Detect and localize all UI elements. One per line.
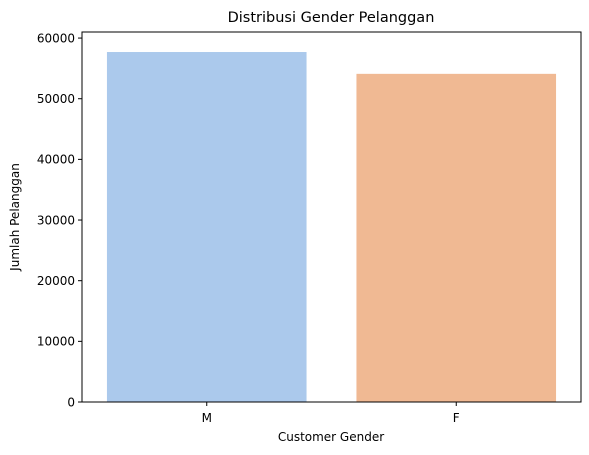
bars-group <box>106 52 557 403</box>
x-tick-label-f: F <box>453 411 460 425</box>
y-tick-label-0: 0 <box>67 395 75 409</box>
plot-frame <box>81 31 582 403</box>
y-tick-label-60000: 60000 <box>37 31 75 45</box>
bar-m <box>106 52 307 403</box>
y-tick-label-50000: 50000 <box>37 92 75 106</box>
x-axis-label: Customer Gender <box>278 430 384 444</box>
chart-title: Distribusi Gender Pelanggan <box>228 10 435 26</box>
bar-f <box>356 73 557 402</box>
y-tick-label-10000: 10000 <box>37 335 75 349</box>
y-tick-label-40000: 40000 <box>37 153 75 167</box>
y-tick-label-30000: 30000 <box>37 213 75 227</box>
y-axis-label: Jumlah Pelanggan <box>8 163 22 272</box>
y-axis: 0 10000 20000 30000 40000 50000 60000 <box>37 31 82 409</box>
y-tick-label-20000: 20000 <box>37 274 75 288</box>
x-tick-label-m: M <box>202 411 212 425</box>
